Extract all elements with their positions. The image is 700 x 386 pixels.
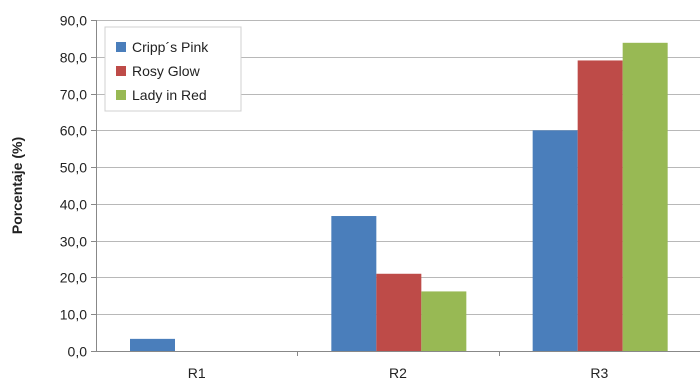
y-tick-label: 20,0	[60, 270, 87, 286]
y-tick-label: 60,0	[60, 123, 87, 139]
bar-r1-1	[130, 338, 175, 351]
y-tick-label: 10,0	[60, 307, 87, 323]
x-tick-labels: R1 R2 R3	[188, 365, 609, 381]
bar-r3-1	[532, 130, 578, 351]
bar-r2-1	[331, 216, 377, 351]
legend: Cripp´s Pink Rosy Glow Lady in Red	[104, 26, 242, 112]
legend-box	[104, 26, 242, 112]
x-tick-label: R3	[590, 365, 608, 381]
bar-r3-3	[622, 42, 668, 352]
y-tick-label: 70,0	[60, 87, 87, 103]
legend-label: Lady in Red	[132, 87, 207, 103]
axes	[96, 20, 700, 352]
legend-label: Rosy Glow	[132, 63, 201, 79]
y-tick-label: 40,0	[60, 197, 87, 213]
y-tick-label: 90,0	[60, 13, 87, 29]
y-axis-title: Porcentaje (%)	[9, 137, 25, 234]
y-tick-label: 80,0	[60, 50, 87, 66]
y-tick-label: 0,0	[68, 344, 88, 360]
bars	[130, 42, 668, 352]
y-tick-label: 50,0	[60, 160, 87, 176]
x-tick-label: R1	[188, 365, 206, 381]
y-tick-labels: 0,0 10,0 20,0 30,0 40,0 50,0 60,0 70,0 80,0 90,0	[60, 13, 87, 360]
bar-r3-2	[577, 60, 623, 351]
legend-swatch	[116, 66, 126, 76]
x-tick-label: R2	[389, 365, 407, 381]
bar-r2-2	[376, 273, 422, 351]
bar-r2-3	[421, 291, 467, 351]
legend-label: Cripp´s Pink	[132, 39, 209, 55]
legend-swatch	[116, 42, 126, 52]
y-tick-label: 30,0	[60, 234, 87, 250]
legend-swatch	[116, 90, 126, 100]
